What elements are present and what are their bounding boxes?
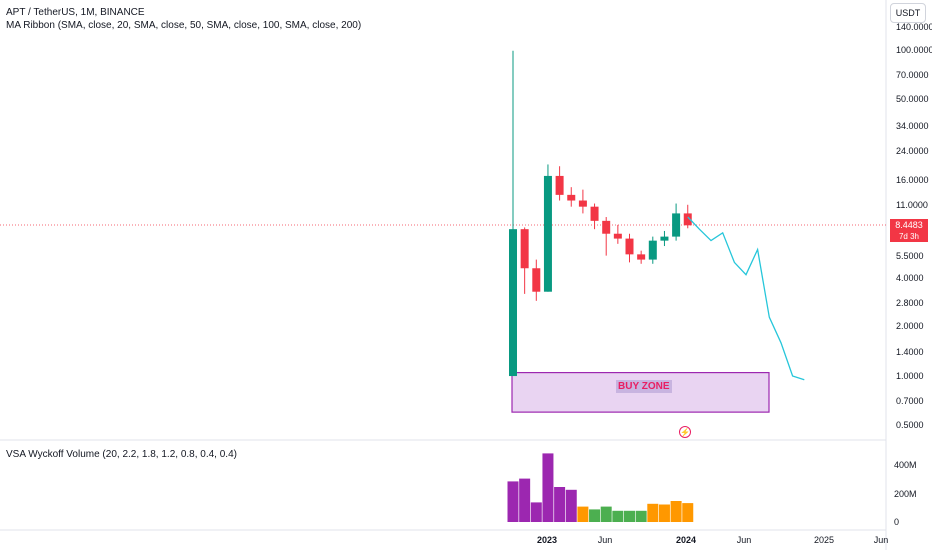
- time-tick-label: Jun: [874, 535, 889, 545]
- candle-body: [578, 200, 587, 207]
- volume-tick-label: 400M: [894, 460, 917, 470]
- price-tick-label: 16.0000: [896, 175, 929, 185]
- last-price-tag: 8.4483: [890, 219, 928, 231]
- candle-body: [532, 268, 541, 292]
- volume-bar: [658, 504, 670, 522]
- price-tick-label: 70.0000: [896, 70, 929, 80]
- price-tick-label: 34.0000: [896, 121, 929, 131]
- volume-bar: [635, 510, 647, 522]
- price-tick-label: 11.0000: [896, 200, 928, 210]
- candle-body: [660, 236, 669, 241]
- price-tick-label: 4.0000: [896, 273, 924, 283]
- projection-path: [687, 216, 805, 381]
- candle-body: [543, 175, 552, 292]
- candle-body: [602, 220, 611, 234]
- candle-body: [648, 240, 657, 260]
- candle-body: [625, 238, 634, 255]
- volume-bar: [554, 487, 566, 522]
- candle-body: [509, 229, 517, 377]
- volume-bar: [542, 453, 554, 522]
- candle-body: [567, 194, 576, 201]
- price-tick-label: 1.0000: [896, 371, 924, 381]
- price-tick-label: 2.8000: [896, 298, 924, 308]
- volume-bar: [612, 510, 624, 522]
- time-tick-label: 2024: [676, 535, 696, 545]
- price-tick-label: 5.5000: [896, 251, 924, 261]
- time-tick-label: 2025: [814, 535, 834, 545]
- candle-body: [672, 213, 681, 237]
- volume-bar: [565, 489, 577, 522]
- volume-bar: [577, 506, 589, 522]
- candle-body: [555, 175, 564, 195]
- candle-body: [520, 229, 529, 269]
- price-tick-label: 24.0000: [896, 146, 929, 156]
- candle-body: [683, 213, 692, 226]
- volume-bar: [507, 481, 519, 522]
- volume-bar: [624, 510, 635, 522]
- price-tick-label: 1.4000: [896, 347, 924, 357]
- ma-ribbon-legend: MA Ribbon (SMA, close, 20, SMA, close, 5…: [6, 20, 362, 31]
- symbol-legend: APT / TetherUS, 1M, BINANCE: [6, 7, 145, 18]
- price-tick-label: 100.0000: [896, 45, 932, 55]
- volume-bar: [589, 509, 601, 522]
- buy-zone-label: BUY ZONE: [616, 380, 672, 393]
- time-tick-label: Jun: [737, 535, 752, 545]
- volume-bar: [647, 503, 659, 522]
- price-tick-label: 0.7000: [896, 396, 924, 406]
- price-tick-label: 2.0000: [896, 321, 924, 331]
- price-tick-label: 0.5000: [896, 420, 924, 430]
- volume-bar: [600, 506, 612, 522]
- price-tick-label: 140.0000: [896, 22, 932, 32]
- currency-button[interactable]: USDT: [890, 3, 926, 23]
- candle-body: [637, 254, 646, 260]
- volume-bar: [682, 503, 694, 522]
- volume-bar: [519, 478, 531, 522]
- volume-tick-label: 0: [894, 517, 899, 527]
- candle-body: [590, 206, 599, 221]
- time-tick-label: 2023: [537, 535, 557, 545]
- volume-bar: [530, 502, 542, 522]
- candle-body: [613, 233, 622, 239]
- volume-legend: VSA Wyckoff Volume (20, 2.2, 1.8, 1.2, 0…: [6, 449, 237, 460]
- volume-tick-label: 200M: [894, 489, 917, 499]
- volume-bar: [670, 501, 682, 522]
- countdown-tag: 7d 3h: [890, 231, 928, 242]
- price-tick-label: 50.0000: [896, 94, 929, 104]
- time-tick-label: Jun: [598, 535, 613, 545]
- lightning-icon[interactable]: ⚡: [679, 426, 691, 438]
